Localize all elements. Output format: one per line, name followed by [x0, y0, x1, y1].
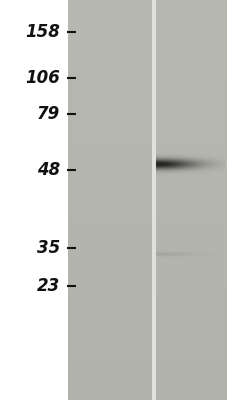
Text: 79: 79 [37, 105, 60, 123]
Text: 48: 48 [37, 161, 60, 179]
Bar [151, 0, 155, 400]
Text: 158: 158 [25, 23, 60, 41]
Text: 35: 35 [37, 239, 60, 257]
Text: 23: 23 [37, 277, 60, 295]
Text: 106: 106 [25, 69, 60, 87]
